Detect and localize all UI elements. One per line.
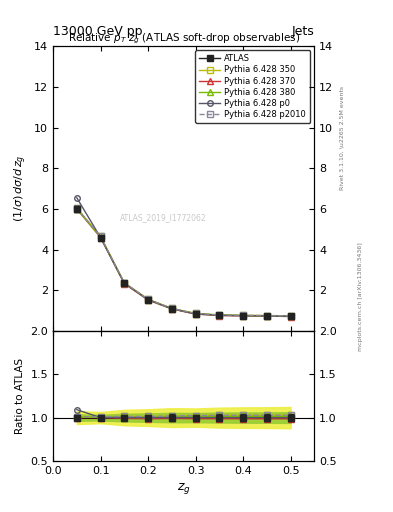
Text: ATLAS_2019_I1772062: ATLAS_2019_I1772062 — [119, 212, 206, 222]
Title: Relative $p_T$ $z_g$ (ATLAS soft-drop observables): Relative $p_T$ $z_g$ (ATLAS soft-drop ob… — [68, 32, 300, 46]
Text: mcplots.cern.ch [arXiv:1306.3436]: mcplots.cern.ch [arXiv:1306.3436] — [358, 243, 363, 351]
Y-axis label: Ratio to ATLAS: Ratio to ATLAS — [15, 358, 25, 434]
Text: Rivet 3.1.10, \u2265 2.5M events: Rivet 3.1.10, \u2265 2.5M events — [340, 86, 345, 190]
Text: Jets: Jets — [292, 26, 314, 38]
Y-axis label: $(1/\sigma)\,d\sigma/d\,z_g$: $(1/\sigma)\,d\sigma/d\,z_g$ — [12, 155, 29, 222]
Text: 13000 GeV pp: 13000 GeV pp — [53, 26, 143, 38]
Legend: ATLAS, Pythia 6.428 350, Pythia 6.428 370, Pythia 6.428 380, Pythia 6.428 p0, Py: ATLAS, Pythia 6.428 350, Pythia 6.428 37… — [195, 50, 310, 123]
X-axis label: $z_g$: $z_g$ — [177, 481, 191, 496]
